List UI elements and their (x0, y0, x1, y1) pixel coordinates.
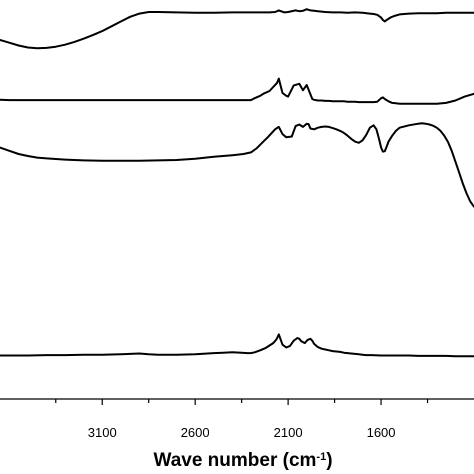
x-axis-title-superscript: -1 (316, 451, 326, 463)
spectrum-line-4 (0, 333, 474, 358)
x-axis-title-suffix: ) (326, 450, 332, 471)
spectrum-line-3 (0, 122, 474, 208)
spectrum-line-2 (0, 77, 474, 105)
spectrum-line-1 (0, 8, 474, 50)
x-axis-title: Wave number (cm-1) (153, 450, 332, 471)
x-axis-ticks (55, 399, 429, 405)
x-axis-title-main: Wave number (cm (153, 450, 316, 471)
x-tick-label: 3100 (88, 425, 117, 440)
plot-area (0, 8, 474, 358)
x-tick-label: 2100 (274, 425, 303, 440)
x-axis-tick-labels: 3100 2600 2100 1600 (88, 425, 396, 440)
x-tick-label: 2600 (181, 425, 210, 440)
x-tick-label: 1600 (367, 425, 396, 440)
